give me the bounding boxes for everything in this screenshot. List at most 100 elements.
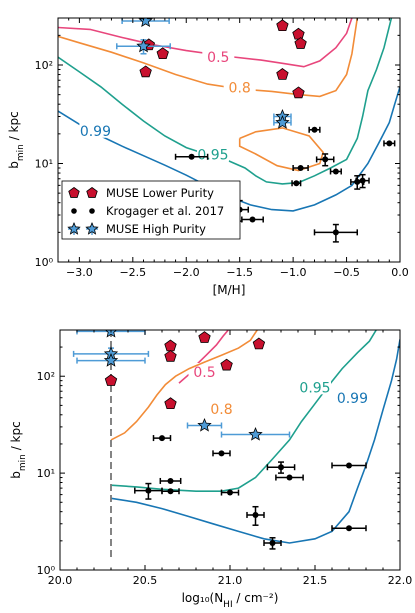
krogager-point — [346, 462, 352, 469]
plot-area: 0.5 0.8 0.95 0.99 — [72, 330, 400, 559]
legend-label: MUSE Lower Purity — [106, 186, 214, 200]
y-axis-label: bmin / kpc — [7, 111, 26, 168]
krogager-point — [145, 487, 152, 494]
muse-lower-purity-point — [164, 397, 177, 409]
krogager-point — [332, 168, 339, 175]
muse-lower-purity-point — [156, 47, 169, 60]
y-tick-label: 10⁰ — [37, 564, 56, 577]
muse-lower-purity-point — [292, 27, 305, 40]
contour-0.8 — [110, 330, 258, 441]
contour-label-bg — [188, 362, 221, 379]
muse-lower-purity-point — [276, 19, 289, 32]
x-tick-label: 22.0 — [388, 574, 413, 587]
muse-lower-purity-point — [294, 37, 307, 49]
contour-label-0.5: 0.5 — [193, 365, 215, 381]
x-tick-label: −2.5 — [119, 266, 146, 279]
krogager-point — [354, 178, 361, 185]
y-tick-label: 10¹ — [37, 467, 55, 480]
krogager-point — [159, 435, 165, 442]
krogager-point — [188, 153, 195, 160]
contour-label-0.8: 0.8 — [210, 402, 232, 418]
muse-lower-purity-point — [164, 339, 177, 352]
muse-lower-purity-point — [164, 349, 177, 362]
contour-label-bg — [336, 389, 369, 406]
krogager-point — [322, 156, 329, 163]
krogager-point — [167, 488, 174, 495]
contour-label-0.99: 0.99 — [337, 391, 368, 407]
krogager-point — [227, 489, 233, 496]
y-tick-label: 10⁰ — [35, 256, 54, 269]
contour-label-bg — [202, 47, 235, 64]
muse-high-purity-point — [104, 330, 118, 338]
plot-area: 0.50.8 0.95 0.99 — [58, 18, 400, 243]
contour-0.8 — [58, 18, 359, 98]
y-tick-label: 10² — [35, 59, 53, 72]
legend-star-marker — [85, 221, 99, 235]
legend-circle-marker — [89, 208, 95, 214]
krogager-point — [359, 177, 366, 184]
y-axis-label: bmin / kpc — [9, 421, 28, 478]
x-axis-label: log₁₀(NHI / cm⁻²) — [182, 591, 279, 610]
muse-high-purity-point — [197, 417, 212, 432]
krogager-point — [286, 474, 293, 481]
muse-high-purity-point — [138, 18, 153, 28]
krogager-point — [346, 525, 352, 532]
x-tick-label: −3.0 — [66, 266, 93, 279]
contour-0.95 — [58, 18, 393, 185]
x-tick-label: 20.5 — [133, 574, 158, 587]
contour-label-bg — [223, 78, 256, 95]
contour-label-bg — [205, 399, 238, 416]
legend: MUSE Lower Purity Krogager et al. 2017 MUS… — [61, 180, 241, 240]
y-tick-label: 10² — [37, 370, 55, 383]
muse-lower-purity-point — [292, 86, 305, 99]
muse-lower-purity-point — [220, 358, 233, 371]
krogager-point — [167, 477, 174, 484]
x-tick-label: 20.0 — [48, 574, 73, 587]
x-tick-label: 0.0 — [391, 266, 409, 279]
krogager-point — [278, 464, 284, 471]
krogager-point — [293, 180, 300, 187]
krogager-point — [311, 126, 318, 133]
muse-high-purity-point — [136, 38, 151, 53]
legend-pentagon-marker — [86, 187, 98, 198]
krogager-point — [332, 229, 339, 236]
krogager-point — [249, 216, 256, 223]
x-tick-label: 21.0 — [218, 574, 243, 587]
muse-high-purity-point — [275, 115, 290, 129]
contour-label-0.95: 0.95 — [197, 148, 228, 164]
contour-label-bg — [299, 378, 331, 395]
muse-high-purity-point — [103, 353, 119, 367]
muse-high-purity-point — [248, 427, 263, 441]
krogager-point — [297, 165, 304, 172]
x-tick-label: −1.5 — [226, 266, 253, 279]
contour-0.99 — [110, 339, 400, 544]
legend-star-marker — [67, 221, 81, 235]
legend-circle-marker — [71, 208, 77, 214]
muse-lower-purity-point — [139, 65, 152, 78]
legend-pentagon-marker — [68, 187, 80, 198]
contour-0.95 — [110, 330, 377, 492]
x-tick-label: 21.5 — [303, 574, 328, 587]
contour-0.5 — [58, 18, 353, 68]
krogager-point — [252, 511, 259, 518]
contour-0.99 — [58, 86, 400, 212]
krogager-point — [218, 450, 225, 457]
contour-label-0.8: 0.8 — [229, 80, 251, 96]
krogager-point — [269, 539, 276, 546]
krogager-point — [386, 140, 393, 147]
panel-1: 0.50.8 0.95 0.99 −3.0 −2.5 −2.0 −1.5 −1.0 −0.5 0.… — [7, 17, 409, 297]
x-tick-label: −2.0 — [173, 266, 200, 279]
x-tick-label: −1.0 — [280, 266, 307, 279]
contour-label-bg — [79, 121, 112, 138]
contour-label-0.99: 0.99 — [80, 124, 111, 140]
contour-label-0.5: 0.5 — [207, 50, 229, 66]
muse-lower-purity-point — [252, 337, 266, 350]
muse-lower-purity-point — [276, 68, 289, 80]
contour-0.8-island — [238, 127, 324, 172]
x-axis-label: [M/H] — [213, 283, 246, 297]
panel-2: 0.5 0.8 0.95 0.99 20.0 20.5 21.0 21.5 22.0 10⁰ 10¹… — [9, 329, 413, 610]
y-tick-label: 10¹ — [35, 157, 53, 170]
contour-label-0.95: 0.95 — [299, 380, 330, 396]
legend-label: Krogager et al. 2017 — [106, 204, 224, 218]
